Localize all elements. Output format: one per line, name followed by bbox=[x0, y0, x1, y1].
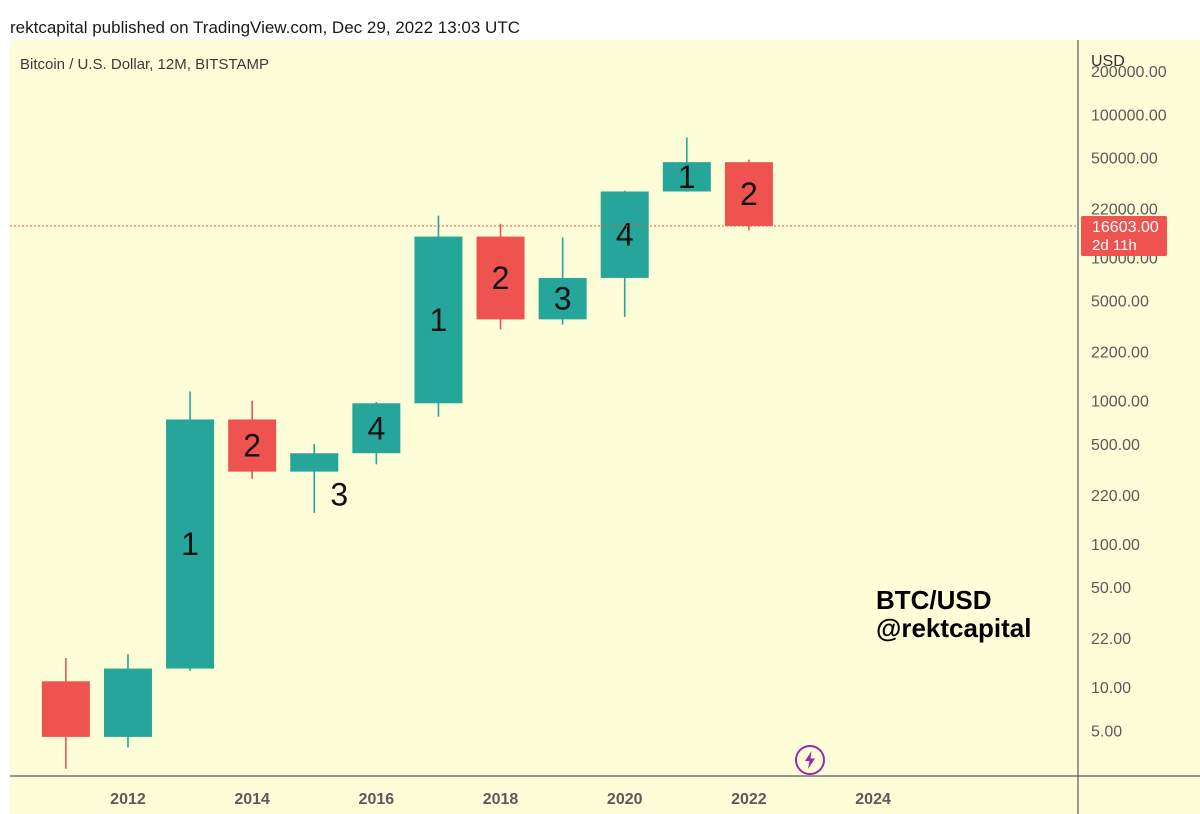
symbol-title: Bitcoin / U.S. Dollar, 12M, BITSTAMP bbox=[20, 56, 269, 73]
y-tick-label: 5000.00 bbox=[1091, 294, 1149, 311]
lightning-bolt-icon[interactable] bbox=[795, 745, 825, 775]
x-tick-label: 2018 bbox=[483, 791, 519, 808]
watermark-pair: BTC/USD bbox=[876, 585, 992, 615]
current-price-value: 16603.00 bbox=[1092, 219, 1159, 236]
y-tick-label: 22.00 bbox=[1091, 631, 1131, 648]
candle-body bbox=[414, 236, 463, 404]
candle-body bbox=[600, 191, 649, 278]
x-tick-label: 2024 bbox=[855, 791, 891, 808]
candle-label: 1 bbox=[678, 159, 696, 195]
y-tick-label: 500.00 bbox=[1091, 437, 1140, 454]
candle-body bbox=[476, 236, 525, 320]
y-tick-label: 200000.00 bbox=[1091, 64, 1167, 81]
candle-2015[interactable] bbox=[290, 443, 339, 513]
x-tick-label: 2012 bbox=[110, 791, 146, 808]
candle-body bbox=[352, 403, 401, 454]
y-tick-label: 100.00 bbox=[1091, 537, 1140, 554]
candle-2014[interactable] bbox=[228, 400, 277, 479]
x-tick-label: 2016 bbox=[359, 791, 395, 808]
y-tick-label: 50000.00 bbox=[1091, 150, 1158, 167]
candle-2017[interactable] bbox=[414, 215, 463, 417]
candle-body bbox=[724, 162, 773, 226]
lightning-bolt-glyph bbox=[805, 751, 815, 769]
y-tick-label: 5.00 bbox=[1091, 723, 1122, 740]
candle-2013[interactable] bbox=[166, 391, 215, 671]
y-tick-label: 220.00 bbox=[1091, 488, 1140, 505]
candle-2016[interactable] bbox=[352, 402, 401, 465]
candles-layer bbox=[41, 137, 773, 769]
candle-label: 4 bbox=[367, 410, 385, 446]
y-tick-label: 2200.00 bbox=[1091, 345, 1149, 362]
candle-countdown: 2d 11h bbox=[1092, 237, 1137, 254]
x-tick-label: 2022 bbox=[731, 791, 767, 808]
candle-label: 2 bbox=[243, 428, 261, 464]
candle-2019[interactable] bbox=[538, 237, 587, 325]
candle-label: 4 bbox=[616, 217, 634, 253]
candle-body bbox=[290, 453, 339, 472]
watermark-handle: @rektcapital bbox=[876, 613, 1032, 643]
candle-2011[interactable] bbox=[41, 657, 90, 769]
candle-label: 2 bbox=[492, 260, 510, 296]
candle-2018[interactable] bbox=[476, 223, 525, 330]
current-price-tag bbox=[1081, 215, 1167, 256]
watermark: BTC/USD @rektcapital bbox=[876, 586, 1031, 642]
candle-2020[interactable] bbox=[600, 190, 649, 317]
y-tick-label: 1000.00 bbox=[1091, 394, 1149, 411]
y-tick-label: 50.00 bbox=[1091, 580, 1131, 597]
candle-body bbox=[41, 681, 90, 737]
x-tick-label: 2014 bbox=[234, 791, 270, 808]
candle-body bbox=[103, 668, 152, 737]
x-tick-label: 2020 bbox=[607, 791, 643, 808]
y-tick-label: 100000.00 bbox=[1091, 107, 1167, 124]
candle-label: 1 bbox=[181, 526, 199, 562]
candle-2022[interactable] bbox=[724, 159, 773, 231]
candle-body bbox=[166, 419, 215, 669]
y-tick-label: 10.00 bbox=[1091, 680, 1131, 697]
candle-label: 2 bbox=[740, 176, 758, 212]
candle-body bbox=[538, 277, 587, 320]
price-axis-unit: USD bbox=[1091, 53, 1125, 70]
candle-label: 1 bbox=[430, 302, 448, 338]
candle-body bbox=[662, 162, 711, 192]
candle-body bbox=[228, 419, 277, 472]
candle-2012[interactable] bbox=[103, 654, 152, 748]
publisher-header: rektcapital published on TradingView.com… bbox=[10, 18, 520, 37]
y-tick-label: 22000.00 bbox=[1091, 201, 1158, 218]
candle-label: 3 bbox=[554, 281, 572, 317]
candle-label: 3 bbox=[330, 477, 348, 513]
candle-2021[interactable] bbox=[662, 137, 711, 192]
